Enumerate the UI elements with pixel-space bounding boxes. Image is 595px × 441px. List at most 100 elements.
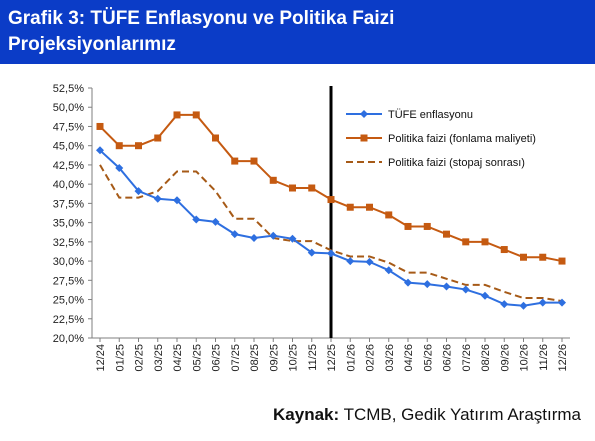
chart-title-continued: Projeksiyonlarımız bbox=[8, 34, 176, 55]
policy-rate-point bbox=[173, 111, 181, 119]
policy-rate-point bbox=[192, 111, 200, 119]
policy-rate-point bbox=[231, 157, 239, 165]
cpi-point bbox=[153, 194, 162, 203]
cpi-point bbox=[173, 196, 181, 205]
cpi-point bbox=[192, 215, 201, 224]
cpi-point bbox=[538, 298, 547, 307]
y-tick-label: 32,5% bbox=[53, 237, 84, 249]
policy-rate-point bbox=[346, 203, 354, 211]
y-tick-label: 22,5% bbox=[53, 314, 84, 326]
legend-label-policy-rate: Politika faizi (fonlama maliyeti) bbox=[388, 133, 536, 145]
x-tick-label: 12/24 bbox=[95, 344, 107, 372]
x-tick-label: 05/25 bbox=[191, 344, 203, 372]
cpi-point bbox=[384, 266, 393, 275]
policy-rate-point bbox=[366, 203, 373, 211]
y-tick-label: 27,5% bbox=[53, 275, 84, 287]
policy-rate-point bbox=[250, 157, 258, 165]
legend-label-stopaj: Politika faizi (stopaj sonrası) bbox=[388, 157, 525, 169]
x-tick-label: 10/26 bbox=[519, 344, 531, 372]
y-tick-label: 37,5% bbox=[53, 198, 84, 210]
line-chart: 20,0% 22,5% 25,0% 27,5% 30,0% 32,5% 35,0% 37,5%… bbox=[53, 83, 570, 372]
y-tick-label: 50,0% bbox=[53, 102, 84, 114]
y-tick-label: 30,0% bbox=[53, 256, 84, 268]
cpi-point bbox=[269, 231, 278, 240]
x-tick-label: 05/26 bbox=[422, 344, 434, 372]
x-tick-label: 01/25 bbox=[114, 344, 126, 372]
y-tick-label: 25,0% bbox=[53, 295, 84, 307]
policy-rate-point bbox=[462, 238, 470, 246]
cpi-point bbox=[230, 230, 239, 239]
y-tick-label: 52,5% bbox=[53, 83, 84, 95]
x-tick-label: 09/25 bbox=[268, 344, 280, 372]
y-tick-label: 47,5% bbox=[53, 121, 84, 133]
cpi-point bbox=[481, 291, 489, 300]
x-tick-label: 11/26 bbox=[538, 344, 550, 371]
x-tick-label: 02/26 bbox=[365, 344, 377, 372]
cpi-point bbox=[211, 217, 220, 226]
policy-rate-point bbox=[269, 176, 277, 184]
cpi-point bbox=[404, 278, 412, 287]
policy-rate-point bbox=[481, 238, 489, 246]
policy-rate-point bbox=[115, 142, 123, 150]
cpi-point bbox=[500, 300, 509, 309]
cpi-point bbox=[442, 282, 451, 291]
legend-marker-policy-rate bbox=[360, 134, 368, 142]
policy-rate-point bbox=[154, 134, 162, 142]
legend-marker-cpi bbox=[360, 110, 368, 118]
y-tick-label: 45,0% bbox=[53, 141, 84, 153]
cpi-point bbox=[558, 298, 566, 307]
x-tick-label: 06/25 bbox=[211, 344, 223, 372]
cpi-point bbox=[134, 187, 143, 196]
x-tick-label: 06/26 bbox=[442, 344, 454, 372]
x-tick-label: 09/26 bbox=[499, 344, 511, 372]
x-tick-label: 12/26 bbox=[557, 344, 569, 372]
x-tick-label: 08/25 bbox=[249, 344, 261, 372]
policy-rate-point bbox=[308, 184, 316, 192]
cpi-point bbox=[307, 248, 316, 257]
x-tick-label: 02/25 bbox=[134, 344, 146, 372]
cpi-point bbox=[519, 301, 528, 310]
x-tick-label: 10/25 bbox=[288, 344, 300, 372]
source-text: TCMB, Gedik Yatırım Araştırma bbox=[343, 405, 581, 424]
x-tick-label: 11/25 bbox=[307, 344, 319, 371]
policy-rate-point bbox=[385, 211, 393, 219]
y-tick-label: 20,0% bbox=[53, 333, 84, 345]
x-tick-label: 12/25 bbox=[326, 344, 338, 372]
cpi-point bbox=[461, 285, 470, 294]
policy-rate-point bbox=[96, 122, 104, 130]
policy-rate-point bbox=[327, 196, 335, 204]
policy-rate-point bbox=[500, 246, 508, 254]
cpi-point bbox=[115, 164, 124, 172]
cpi-point bbox=[327, 249, 335, 258]
y-tick-label: 42,5% bbox=[53, 160, 84, 172]
chart-title: Grafik 3: TÜFE Enflasyonu ve Politika Fa… bbox=[8, 8, 395, 29]
source-note: Kaynak: TCMB, Gedik Yatırım Araştırma bbox=[273, 405, 581, 425]
cpi-point bbox=[288, 234, 297, 243]
policy-rate-point bbox=[539, 253, 547, 261]
policy-rate-point bbox=[212, 134, 219, 142]
policy-rate-point bbox=[404, 222, 412, 230]
y-tick-label: 35,0% bbox=[53, 218, 84, 230]
policy-rate-point bbox=[289, 184, 296, 192]
cpi-point bbox=[365, 257, 374, 266]
y-tick-label: 40,0% bbox=[53, 179, 84, 191]
policy-rate-point bbox=[520, 253, 527, 261]
source-label: Kaynak: bbox=[273, 405, 340, 424]
cpi-point bbox=[250, 234, 258, 242]
x-tick-label: 01/26 bbox=[345, 344, 357, 372]
policy-rate-point bbox=[423, 222, 431, 230]
x-tick-label: 04/26 bbox=[403, 344, 415, 372]
cpi-point bbox=[423, 280, 432, 289]
x-tick-label: 07/26 bbox=[461, 344, 473, 372]
x-tick-label: 07/25 bbox=[230, 344, 242, 372]
x-tick-label: 03/25 bbox=[153, 344, 165, 372]
policy-rate-point bbox=[558, 257, 566, 265]
x-tick-label: 03/26 bbox=[384, 344, 396, 372]
chart-title-banner: Grafik 3: TÜFE Enflasyonu ve Politika Fa… bbox=[0, 0, 595, 64]
legend-label-cpi: TÜFE enflasyonu bbox=[388, 109, 473, 121]
x-tick-label: 04/25 bbox=[172, 344, 184, 372]
cpi-point bbox=[346, 257, 355, 266]
policy-rate-point bbox=[443, 230, 450, 238]
cpi-point bbox=[96, 146, 104, 155]
x-tick-label: 08/26 bbox=[480, 344, 492, 372]
